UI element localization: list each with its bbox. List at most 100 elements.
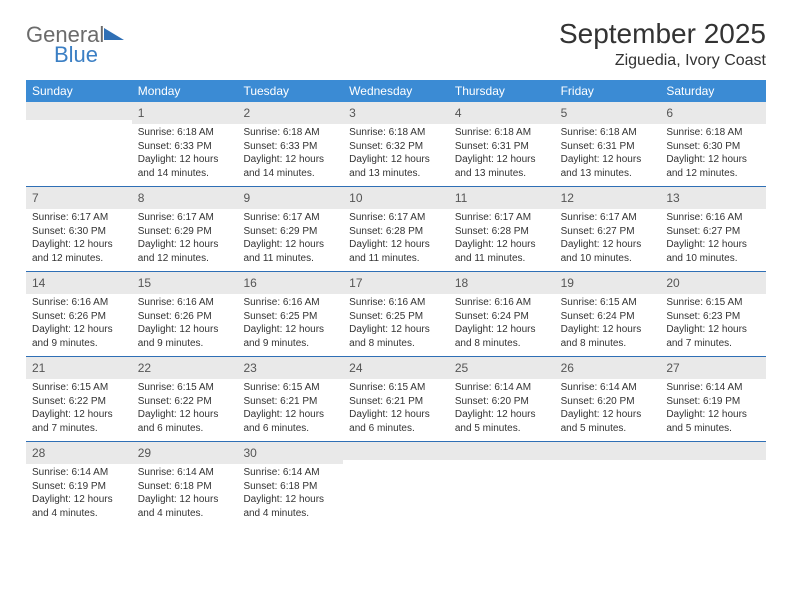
sunset-text: Sunset: 6:21 PM [243,395,337,409]
sunrise-text: Sunrise: 6:15 AM [138,381,232,395]
day-number-row: 24 [343,357,449,379]
daylight-text: Daylight: 12 hours and 8 minutes. [561,323,655,350]
day-body: Sunrise: 6:16 AMSunset: 6:26 PMDaylight:… [132,294,238,356]
daylight-text: Daylight: 12 hours and 9 minutes. [138,323,232,350]
day-number-row: 4 [449,102,555,124]
day-number: 27 [666,361,679,375]
day-number-row: 6 [660,102,766,124]
day-body: Sunrise: 6:18 AMSunset: 6:32 PMDaylight:… [343,124,449,186]
daylight-text: Daylight: 12 hours and 6 minutes. [349,408,443,435]
brand-triangle-icon [104,28,124,40]
day-number: 28 [32,446,45,460]
brand-text: General Blue [26,24,104,66]
day-number-row: 22 [132,357,238,379]
sunrise-text: Sunrise: 6:15 AM [666,296,760,310]
day-body: Sunrise: 6:15 AMSunset: 6:21 PMDaylight:… [343,379,449,441]
day-cell: 25Sunrise: 6:14 AMSunset: 6:20 PMDayligh… [449,357,555,441]
day-body: Sunrise: 6:17 AMSunset: 6:28 PMDaylight:… [343,209,449,271]
sunset-text: Sunset: 6:19 PM [666,395,760,409]
day-cell: 30Sunrise: 6:14 AMSunset: 6:18 PMDayligh… [237,442,343,526]
day-number-row: 10 [343,187,449,209]
day-number: 14 [32,276,45,290]
day-number-row: 19 [555,272,661,294]
sunrise-text: Sunrise: 6:17 AM [349,211,443,225]
day-number-row: 1 [132,102,238,124]
sunset-text: Sunset: 6:26 PM [138,310,232,324]
day-cell: 17 Sunrise: 6:16 AMSunset: 6:25 PMDayligh… [343,272,449,356]
daylight-text: Daylight: 12 hours and 9 minutes. [32,323,126,350]
sunset-text: Sunset: 6:18 PM [243,480,337,494]
day-number-row: 15 [132,272,238,294]
dow-thursday: Thursday [449,80,555,102]
weeks-container: 1 Sunrise: 6:18 AM Sunset: 6:33 PM Daylight… [26,102,766,526]
daylight-text: Daylight: 12 hours and 6 minutes. [243,408,337,435]
day-cell: 22Sunrise: 6:15 AMSunset: 6:22 PMDayligh… [132,357,238,441]
sunset-text: Sunset: 6:33 PM [138,140,232,154]
day-number-row: 14 [26,272,132,294]
sunrise-text: Sunrise: 6:14 AM [561,381,655,395]
daylight-text: Daylight: 12 hours and 4 minutes. [138,493,232,520]
day-number: 22 [138,361,151,375]
dow-friday: Friday [555,80,661,102]
day-body: Sunrise: 6:16 AMSunset: 6:25 PMDaylight:… [343,294,449,356]
day-body: Sunrise: 6:14 AMSunset: 6:18 PMDaylight:… [132,464,238,526]
daylight-text: Daylight: 12 hours and 7 minutes. [32,408,126,435]
day-body: Sunrise: 6:17 AMSunset: 6:30 PMDaylight:… [26,209,132,271]
brand-word2: Blue [54,44,104,66]
sunrise-text: Sunrise: 6:18 AM [666,126,760,140]
day-body: Sunrise: 6:16 AMSunset: 6:27 PMDaylight:… [660,209,766,271]
day-number: 2 [243,106,250,120]
day-number: 10 [349,191,362,205]
daylight-text: Daylight: 12 hours and 10 minutes. [561,238,655,265]
sunrise-text: Sunrise: 6:18 AM [349,126,443,140]
day-body: Sunrise: 6:15 AMSunset: 6:24 PMDaylight:… [555,294,661,356]
day-number: 17 [349,276,362,290]
sunset-text: Sunset: 6:21 PM [349,395,443,409]
sunset-text: Sunset: 6:29 PM [243,225,337,239]
daylight-text: Daylight: 12 hours and 5 minutes. [455,408,549,435]
sunset-text: Sunset: 6:30 PM [666,140,760,154]
day-number: 20 [666,276,679,290]
day-body: Sunrise: 6:14 AMSunset: 6:19 PMDaylight:… [660,379,766,441]
day-number-row: 8 [132,187,238,209]
sunset-text: Sunset: 6:29 PM [138,225,232,239]
sunrise-text: Sunrise: 6:17 AM [561,211,655,225]
day-cell [449,442,555,526]
day-number: 29 [138,446,151,460]
daylight-text: Daylight: 12 hours and 14 minutes. [243,153,337,180]
day-number-row [26,102,132,120]
day-number: 15 [138,276,151,290]
sunrise-text: Sunrise: 6:14 AM [666,381,760,395]
sunset-text: Sunset: 6:22 PM [32,395,126,409]
sunrise-text: Sunrise: 6:17 AM [243,211,337,225]
day-body: Sunrise: 6:17 AMSunset: 6:27 PMDaylight:… [555,209,661,271]
sunrise-text: Sunrise: 6:16 AM [243,296,337,310]
day-number: 30 [243,446,256,460]
day-number-row: 2 [237,102,343,124]
day-cell: 18Sunrise: 6:16 AMSunset: 6:24 PMDayligh… [449,272,555,356]
sunrise-text: Sunrise: 6:18 AM [455,126,549,140]
sunrise-text: Sunrise: 6:18 AM [243,126,337,140]
sunset-text: Sunset: 6:31 PM [561,140,655,154]
day-number: 26 [561,361,574,375]
week-row: 28Sunrise: 6:14 AMSunset: 6:19 PMDayligh… [26,441,766,526]
sunrise-text: Sunrise: 6:15 AM [243,381,337,395]
sunrise-text: Sunrise: 6:17 AM [138,211,232,225]
day-number: 19 [561,276,574,290]
daylight-text: Daylight: 12 hours and 13 minutes. [455,153,549,180]
day-cell: 8Sunrise: 6:17 AMSunset: 6:29 PMDaylight… [132,187,238,271]
day-number: 9 [243,191,250,205]
sunset-text: Sunset: 6:20 PM [455,395,549,409]
day-number: 1 [138,106,145,120]
day-cell [660,442,766,526]
day-cell: 26Sunrise: 6:14 AMSunset: 6:20 PMDayligh… [555,357,661,441]
sunset-text: Sunset: 6:27 PM [666,225,760,239]
day-number-row: 16 [237,272,343,294]
sunset-text: Sunset: 6:18 PM [138,480,232,494]
daylight-text: Daylight: 12 hours and 12 minutes. [32,238,126,265]
title-block: September 2025 Ziguedia, Ivory Coast [559,18,766,70]
day-cell: 28Sunrise: 6:14 AMSunset: 6:19 PMDayligh… [26,442,132,526]
day-body: Sunrise: 6:15 AMSunset: 6:21 PMDaylight:… [237,379,343,441]
day-cell [555,442,661,526]
day-body: Sunrise: 6:14 AMSunset: 6:20 PMDaylight:… [449,379,555,441]
